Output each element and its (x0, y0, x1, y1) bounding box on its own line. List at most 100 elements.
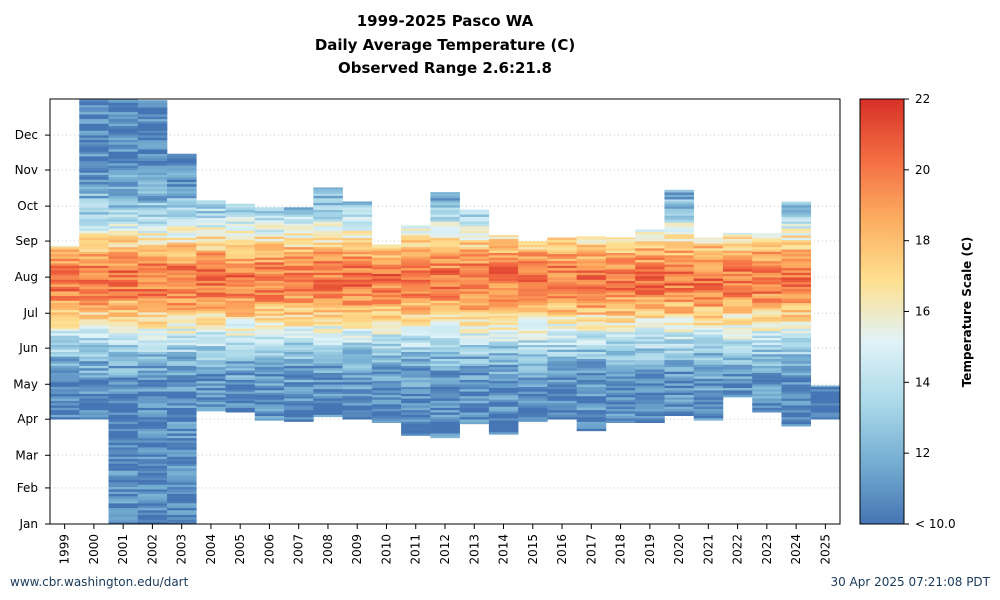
heatmap-cell (430, 265, 460, 269)
heatmap-cell (196, 327, 226, 330)
heatmap-cell (284, 347, 314, 350)
heatmap-cell (254, 350, 285, 354)
heatmap-cell (401, 309, 431, 313)
heatmap-cell (225, 358, 256, 362)
heatmap-cell (518, 295, 548, 299)
heatmap-cell (605, 406, 636, 410)
heatmap-cell (342, 321, 373, 325)
heatmap-cell (664, 390, 695, 393)
heatmap-cell (137, 433, 168, 436)
heatmap-cell (137, 449, 168, 453)
heatmap-cell (576, 381, 607, 385)
heatmap-cell (167, 284, 197, 287)
heatmap-cell (605, 292, 636, 295)
heatmap-cell (635, 299, 665, 302)
heatmap-cell (108, 423, 139, 427)
heatmap-cell (635, 362, 665, 365)
heatmap-cell (342, 201, 373, 203)
heatmap-cell (313, 193, 343, 196)
footer-source-link[interactable]: www.cbr.washington.edu/dart (10, 575, 189, 589)
heatmap-cell (313, 190, 343, 194)
heatmap-cell (693, 264, 724, 267)
heatmap-cell (196, 348, 226, 351)
heatmap-cell (518, 286, 548, 290)
heatmap-cell (196, 376, 226, 379)
x-tick-label: 2019 (643, 534, 657, 565)
heatmap-cell (576, 358, 607, 362)
heatmap-cell (108, 454, 139, 457)
heatmap-cell (342, 340, 373, 343)
heatmap-cell (459, 409, 490, 413)
heatmap-cell (518, 249, 548, 252)
heatmap-cell (576, 409, 607, 413)
heatmap-cell (254, 369, 285, 372)
heatmap-cell (752, 358, 782, 362)
heatmap-cell (137, 349, 168, 352)
heatmap-cell (342, 365, 373, 369)
heatmap-cell (342, 300, 373, 304)
heatmap-cell (79, 111, 109, 115)
heatmap-cell (488, 320, 519, 323)
heatmap-cell (781, 214, 812, 217)
heatmap-cell (430, 358, 460, 362)
heatmap-cell (137, 135, 168, 138)
heatmap-cell (547, 340, 577, 343)
heatmap-cell (401, 319, 431, 322)
heatmap-cell (518, 328, 548, 332)
heatmap-cell (108, 482, 139, 485)
heatmap-cell (518, 265, 548, 269)
heatmap-cell (137, 384, 168, 387)
heatmap-cell (401, 298, 431, 301)
heatmap-cell (108, 344, 139, 348)
heatmap-cell (284, 235, 314, 238)
heatmap-cell (342, 372, 373, 376)
heatmap-cell (284, 253, 314, 257)
heatmap-cell (108, 114, 139, 117)
heatmap-cell (518, 363, 548, 366)
heatmap-cell (137, 398, 168, 401)
heatmap-cell (752, 272, 782, 276)
heatmap-cell (722, 287, 753, 291)
heatmap-cell (342, 277, 373, 280)
heatmap-cell (79, 407, 109, 411)
heatmap-cell (342, 295, 373, 299)
heatmap-cell (137, 486, 168, 490)
heatmap-cell (459, 309, 490, 313)
heatmap-cell (342, 235, 373, 238)
heatmap-cell (664, 385, 695, 389)
heatmap-cell (547, 251, 577, 255)
heatmap-cell (518, 323, 548, 327)
heatmap-cell (605, 262, 636, 265)
heatmap-cell (693, 334, 724, 337)
heatmap-cell (459, 407, 490, 411)
heatmap-cell (50, 386, 80, 390)
heatmap-cell (196, 338, 226, 342)
heatmap-cell (284, 377, 314, 380)
heatmap-cell (254, 352, 285, 356)
heatmap-cell (430, 263, 460, 266)
heatmap-cell (371, 411, 402, 414)
heatmap-cell (635, 229, 665, 233)
heatmap-cell (664, 306, 695, 309)
heatmap-cell (605, 366, 636, 370)
heatmap-cell (605, 341, 636, 344)
heatmap-cell (576, 270, 607, 273)
heatmap-cell (284, 211, 314, 215)
heatmap-cell (781, 258, 812, 262)
heatmap-cell (167, 239, 197, 243)
heatmap-cell (196, 401, 226, 405)
heatmap-cell (225, 225, 256, 229)
heatmap-cell (225, 277, 256, 280)
heatmap-cell (79, 263, 109, 266)
x-tick-label: 2006 (262, 534, 276, 565)
heatmap-cell (371, 362, 402, 365)
heatmap-cell (167, 477, 197, 481)
heatmap-cell (313, 354, 343, 357)
heatmap-cell (313, 351, 343, 355)
heatmap-cell (137, 104, 168, 108)
heatmap-cell (196, 336, 226, 340)
heatmap-cell (605, 259, 636, 263)
heatmap-cell (137, 223, 168, 227)
heatmap-cell (430, 384, 460, 387)
heatmap-cell (547, 284, 577, 287)
